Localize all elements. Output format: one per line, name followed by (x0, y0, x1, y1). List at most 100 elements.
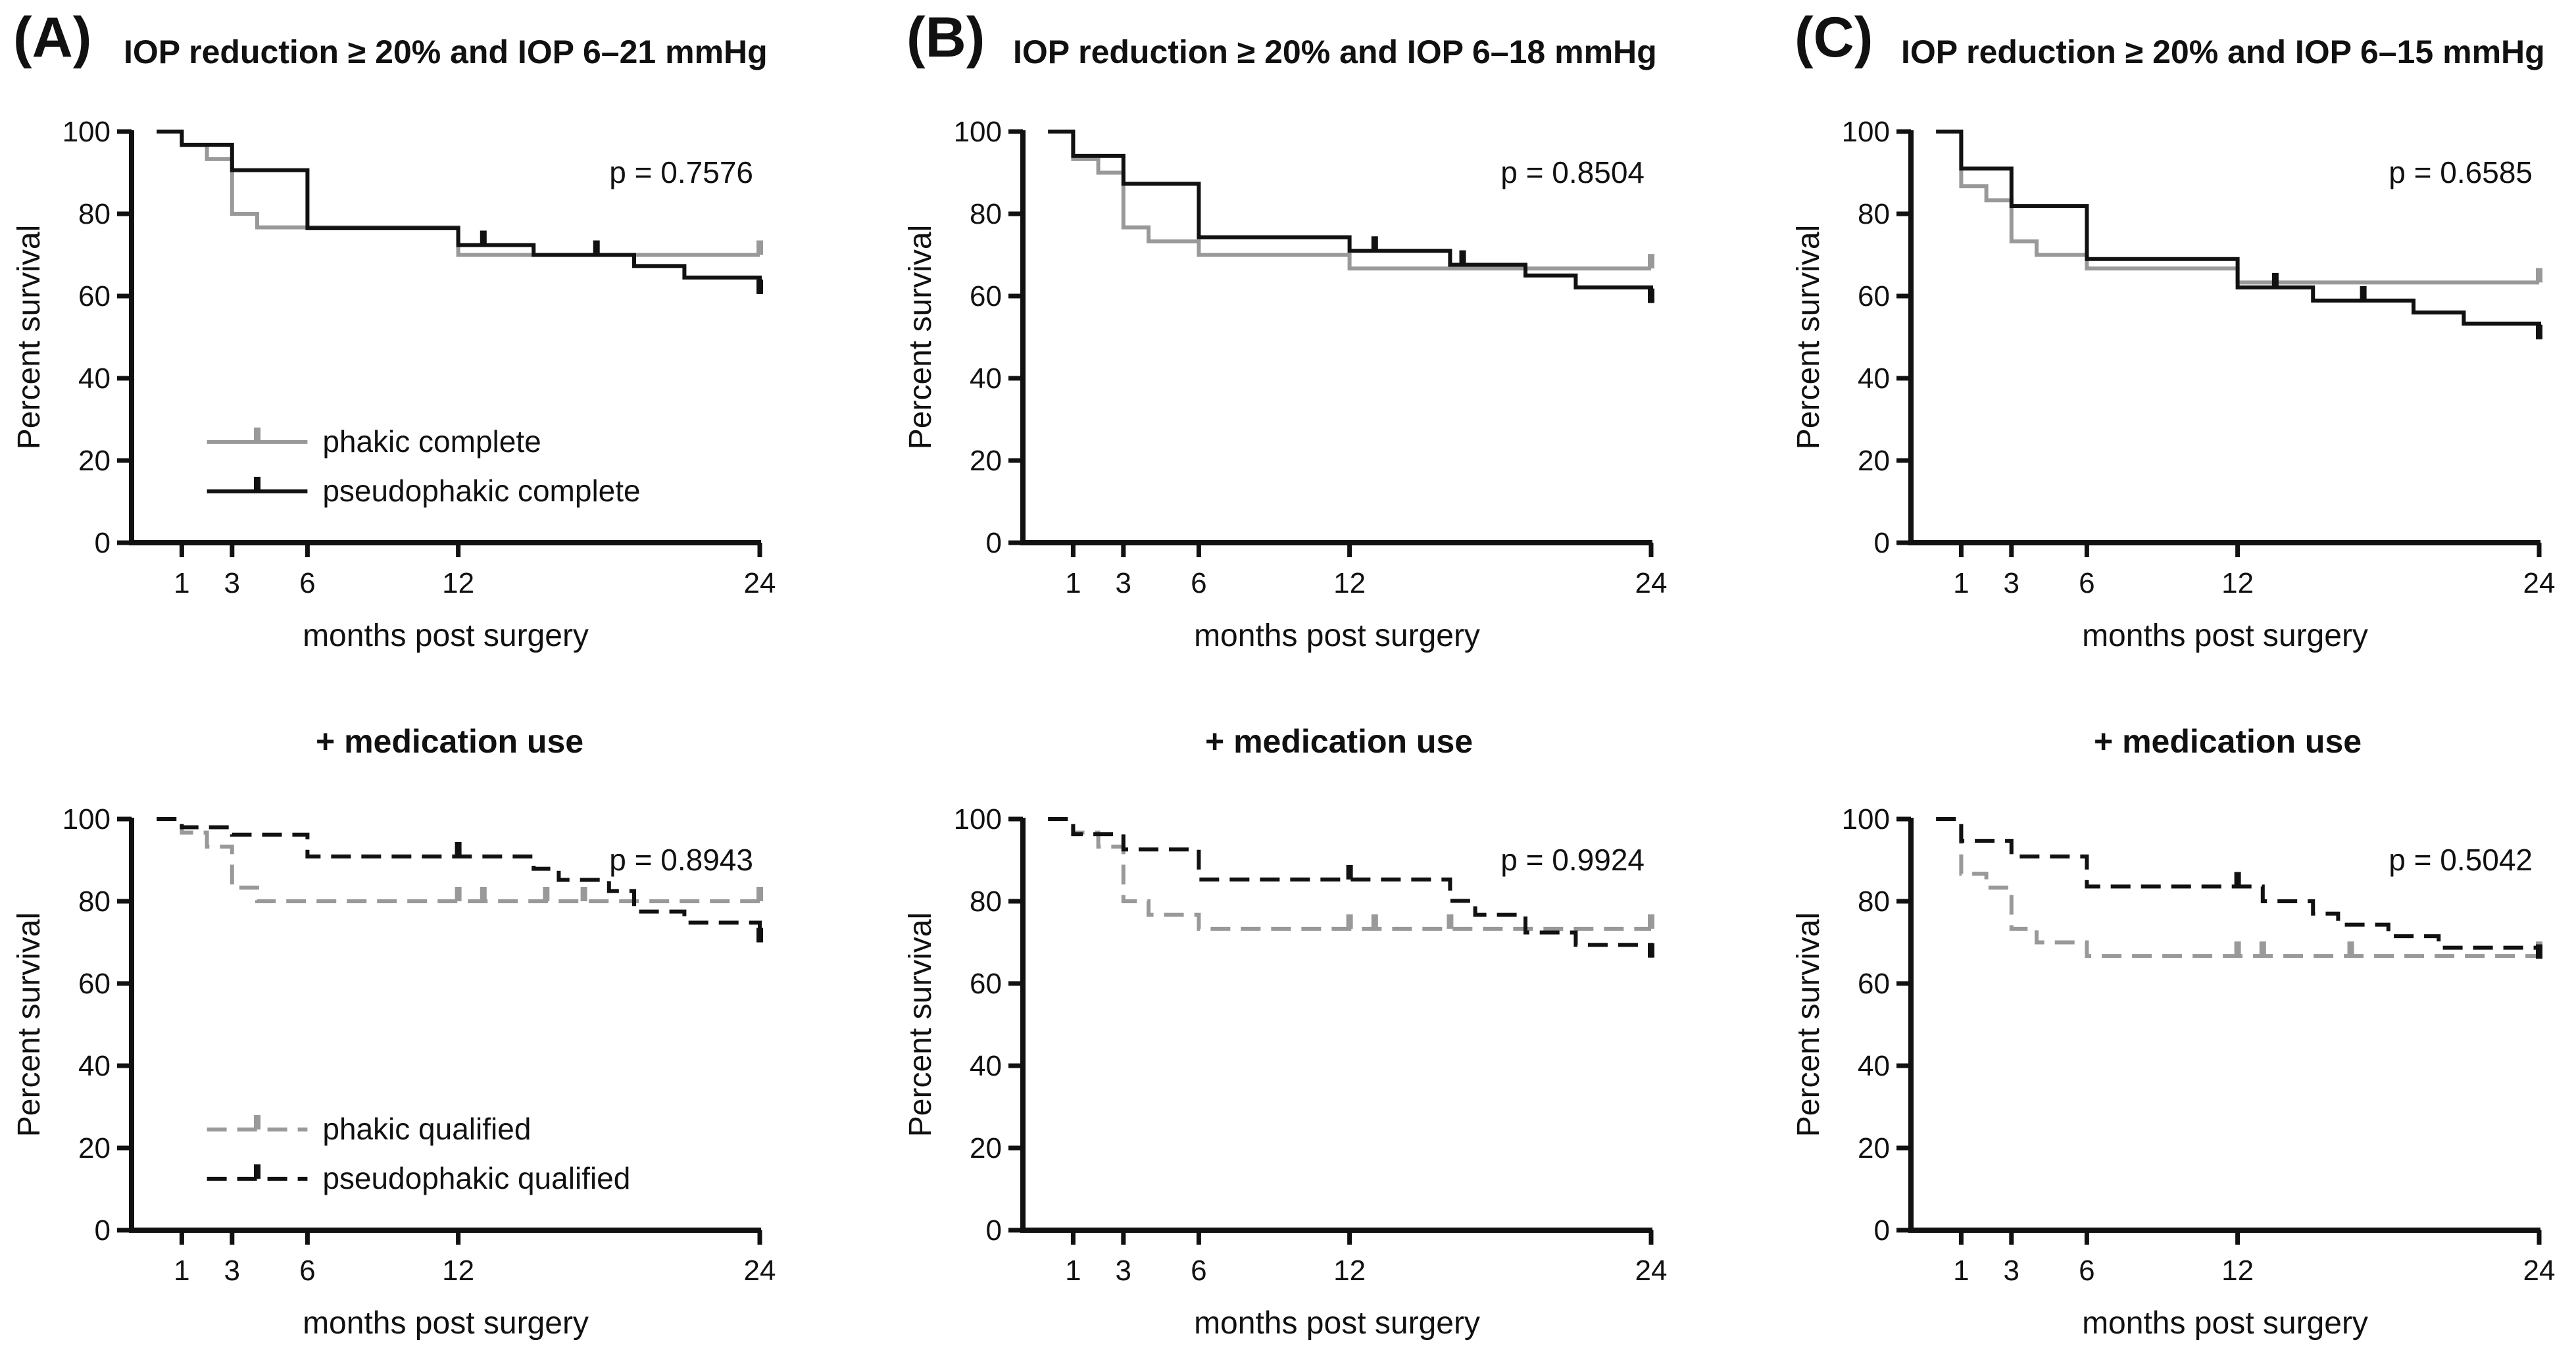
panel-title-a: IOP reduction ≥ 20% and IOP 6–21 mmHg (124, 34, 768, 70)
x-tick-label: 6 (2079, 1255, 2094, 1287)
y-tick-label: 100 (954, 116, 1002, 148)
x-axis-label: months post surgery (303, 1306, 589, 1341)
p-value: p = 0.5042 (2389, 843, 2533, 877)
survival-curve-phakic (1048, 130, 1651, 271)
x-tick-label: 3 (1116, 1255, 1131, 1287)
y-axis-label: Percent survival (1791, 912, 1826, 1137)
y-tick-label: 0 (1874, 1214, 1890, 1247)
legend-label: phakic complete (322, 424, 541, 459)
legend-label: phakic qualified (322, 1112, 531, 1146)
y-tick-label: 40 (78, 362, 111, 395)
y-tick-label: 0 (95, 527, 111, 559)
y-tick-label: 100 (1842, 116, 1890, 148)
x-tick-label: 24 (1635, 567, 1668, 599)
x-tick-label: 12 (1333, 1255, 1366, 1287)
x-tick-label: 3 (224, 567, 240, 599)
y-tick-label: 40 (970, 362, 1002, 395)
x-tick-label: 12 (442, 1255, 474, 1287)
y-tick-label: 40 (1858, 362, 1890, 395)
y-tick-label: 100 (954, 803, 1002, 835)
x-tick-label: 6 (1191, 1255, 1206, 1287)
y-tick-label: 0 (95, 1214, 111, 1247)
survival-curve-pseudophakic (1936, 817, 2541, 959)
survival-curve-pseudophakic (157, 817, 762, 943)
y-tick-label: 80 (970, 885, 1002, 918)
y-tick-label: 40 (1858, 1050, 1890, 1082)
panel-letter-a: (A) (13, 6, 92, 69)
x-axis-label: months post surgery (1194, 618, 1480, 653)
y-axis-label: Percent survival (903, 225, 938, 449)
y-tick-label: 20 (78, 1132, 111, 1164)
legend-label: pseudophakic complete (322, 474, 640, 508)
chart-C-qualified: 0 20 40 60 80 100 1 3 6 12 24 months post surgery Pe… (1791, 803, 2555, 1341)
legend-label: pseudophakic qualified (322, 1161, 630, 1195)
y-tick-label: 100 (62, 803, 111, 835)
y-tick-label: 20 (1858, 1132, 1890, 1164)
x-tick-label: 24 (2523, 1255, 2556, 1287)
x-tick-label: 1 (1953, 567, 1969, 599)
x-axis-label: months post surgery (2082, 1306, 2368, 1341)
y-axis-label: Percent survival (1791, 225, 1826, 449)
survival-curve-pseudophakic (1048, 817, 1653, 958)
survival-curve-pseudophakic (1936, 130, 2541, 339)
x-tick-label: 1 (174, 1255, 189, 1287)
y-tick-label: 80 (1858, 885, 1890, 918)
y-tick-label: 20 (970, 1132, 1002, 1164)
p-value: p = 0.7576 (609, 155, 753, 189)
x-axis-label: months post surgery (1194, 1306, 1480, 1341)
x-tick-label: 3 (2004, 1255, 2019, 1287)
medication-title-c: + medication use (2094, 723, 2362, 760)
x-tick-label: 12 (1333, 567, 1366, 599)
x-tick-label: 24 (2523, 567, 2556, 599)
panel-letter-b: (B) (906, 6, 985, 69)
y-tick-label: 60 (1858, 968, 1890, 1000)
medication-title-a: + medication use (316, 723, 584, 760)
survival-curve-pseudophakic (1048, 130, 1653, 303)
survival-curve-pseudophakic (157, 130, 762, 294)
survival-curve-phakic (1936, 130, 2539, 285)
x-axis-label: months post surgery (2082, 618, 2368, 653)
chart-B-qualified: 0 20 40 60 80 100 1 3 6 12 24 months post surgery Pe… (903, 803, 1667, 1341)
y-tick-label: 80 (78, 198, 111, 230)
p-value: p = 0.8504 (1500, 155, 1645, 189)
x-tick-label: 6 (299, 567, 315, 599)
y-tick-label: 60 (78, 968, 111, 1000)
x-tick-label: 3 (1116, 567, 1131, 599)
p-value: p = 0.8943 (609, 843, 753, 877)
x-tick-label: 6 (2079, 567, 2094, 599)
x-tick-label: 12 (2221, 1255, 2254, 1287)
x-tick-label: 6 (299, 1255, 315, 1287)
y-tick-label: 60 (970, 968, 1002, 1000)
y-tick-label: 80 (78, 885, 111, 918)
chart-A-complete: 0 20 40 60 80 100 1 3 6 12 24 months post surgery Pe… (12, 116, 776, 653)
x-tick-label: 24 (744, 1255, 776, 1287)
x-tick-label: 24 (744, 567, 776, 599)
medication-title-b: + medication use (1205, 723, 1474, 760)
survival-curve-phakic (1936, 817, 2539, 958)
x-tick-label: 24 (1635, 1255, 1668, 1287)
y-tick-label: 60 (78, 280, 111, 312)
panel-letter-c: (C) (1795, 6, 1873, 69)
y-tick-label: 0 (1874, 527, 1890, 559)
x-tick-label: 3 (2004, 567, 2019, 599)
y-axis-label: Percent survival (903, 912, 938, 1137)
chart-C-complete: 0 20 40 60 80 100 1 3 6 12 24 months post surgery Pe… (1791, 116, 2555, 653)
y-tick-label: 100 (1842, 803, 1890, 835)
y-tick-label: 0 (986, 1214, 1002, 1247)
x-tick-label: 3 (224, 1255, 240, 1287)
panel-title-b: IOP reduction ≥ 20% and IOP 6–18 mmHg (1013, 34, 1657, 70)
y-tick-label: 80 (970, 198, 1002, 230)
y-tick-label: 20 (970, 445, 1002, 477)
y-axis-label: Percent survival (12, 912, 47, 1137)
y-tick-label: 20 (1858, 445, 1890, 477)
y-tick-label: 20 (78, 445, 111, 477)
x-axis-label: months post surgery (303, 618, 589, 653)
y-axis-label: Percent survival (12, 225, 47, 449)
x-tick-label: 12 (442, 567, 474, 599)
chart-A-qualified: 0 20 40 60 80 100 1 3 6 12 24 months post surgery Pe… (12, 803, 776, 1341)
p-value: p = 0.6585 (2389, 155, 2533, 189)
y-tick-label: 40 (78, 1050, 111, 1082)
p-value: p = 0.9924 (1500, 843, 1645, 877)
x-tick-label: 12 (2221, 567, 2254, 599)
